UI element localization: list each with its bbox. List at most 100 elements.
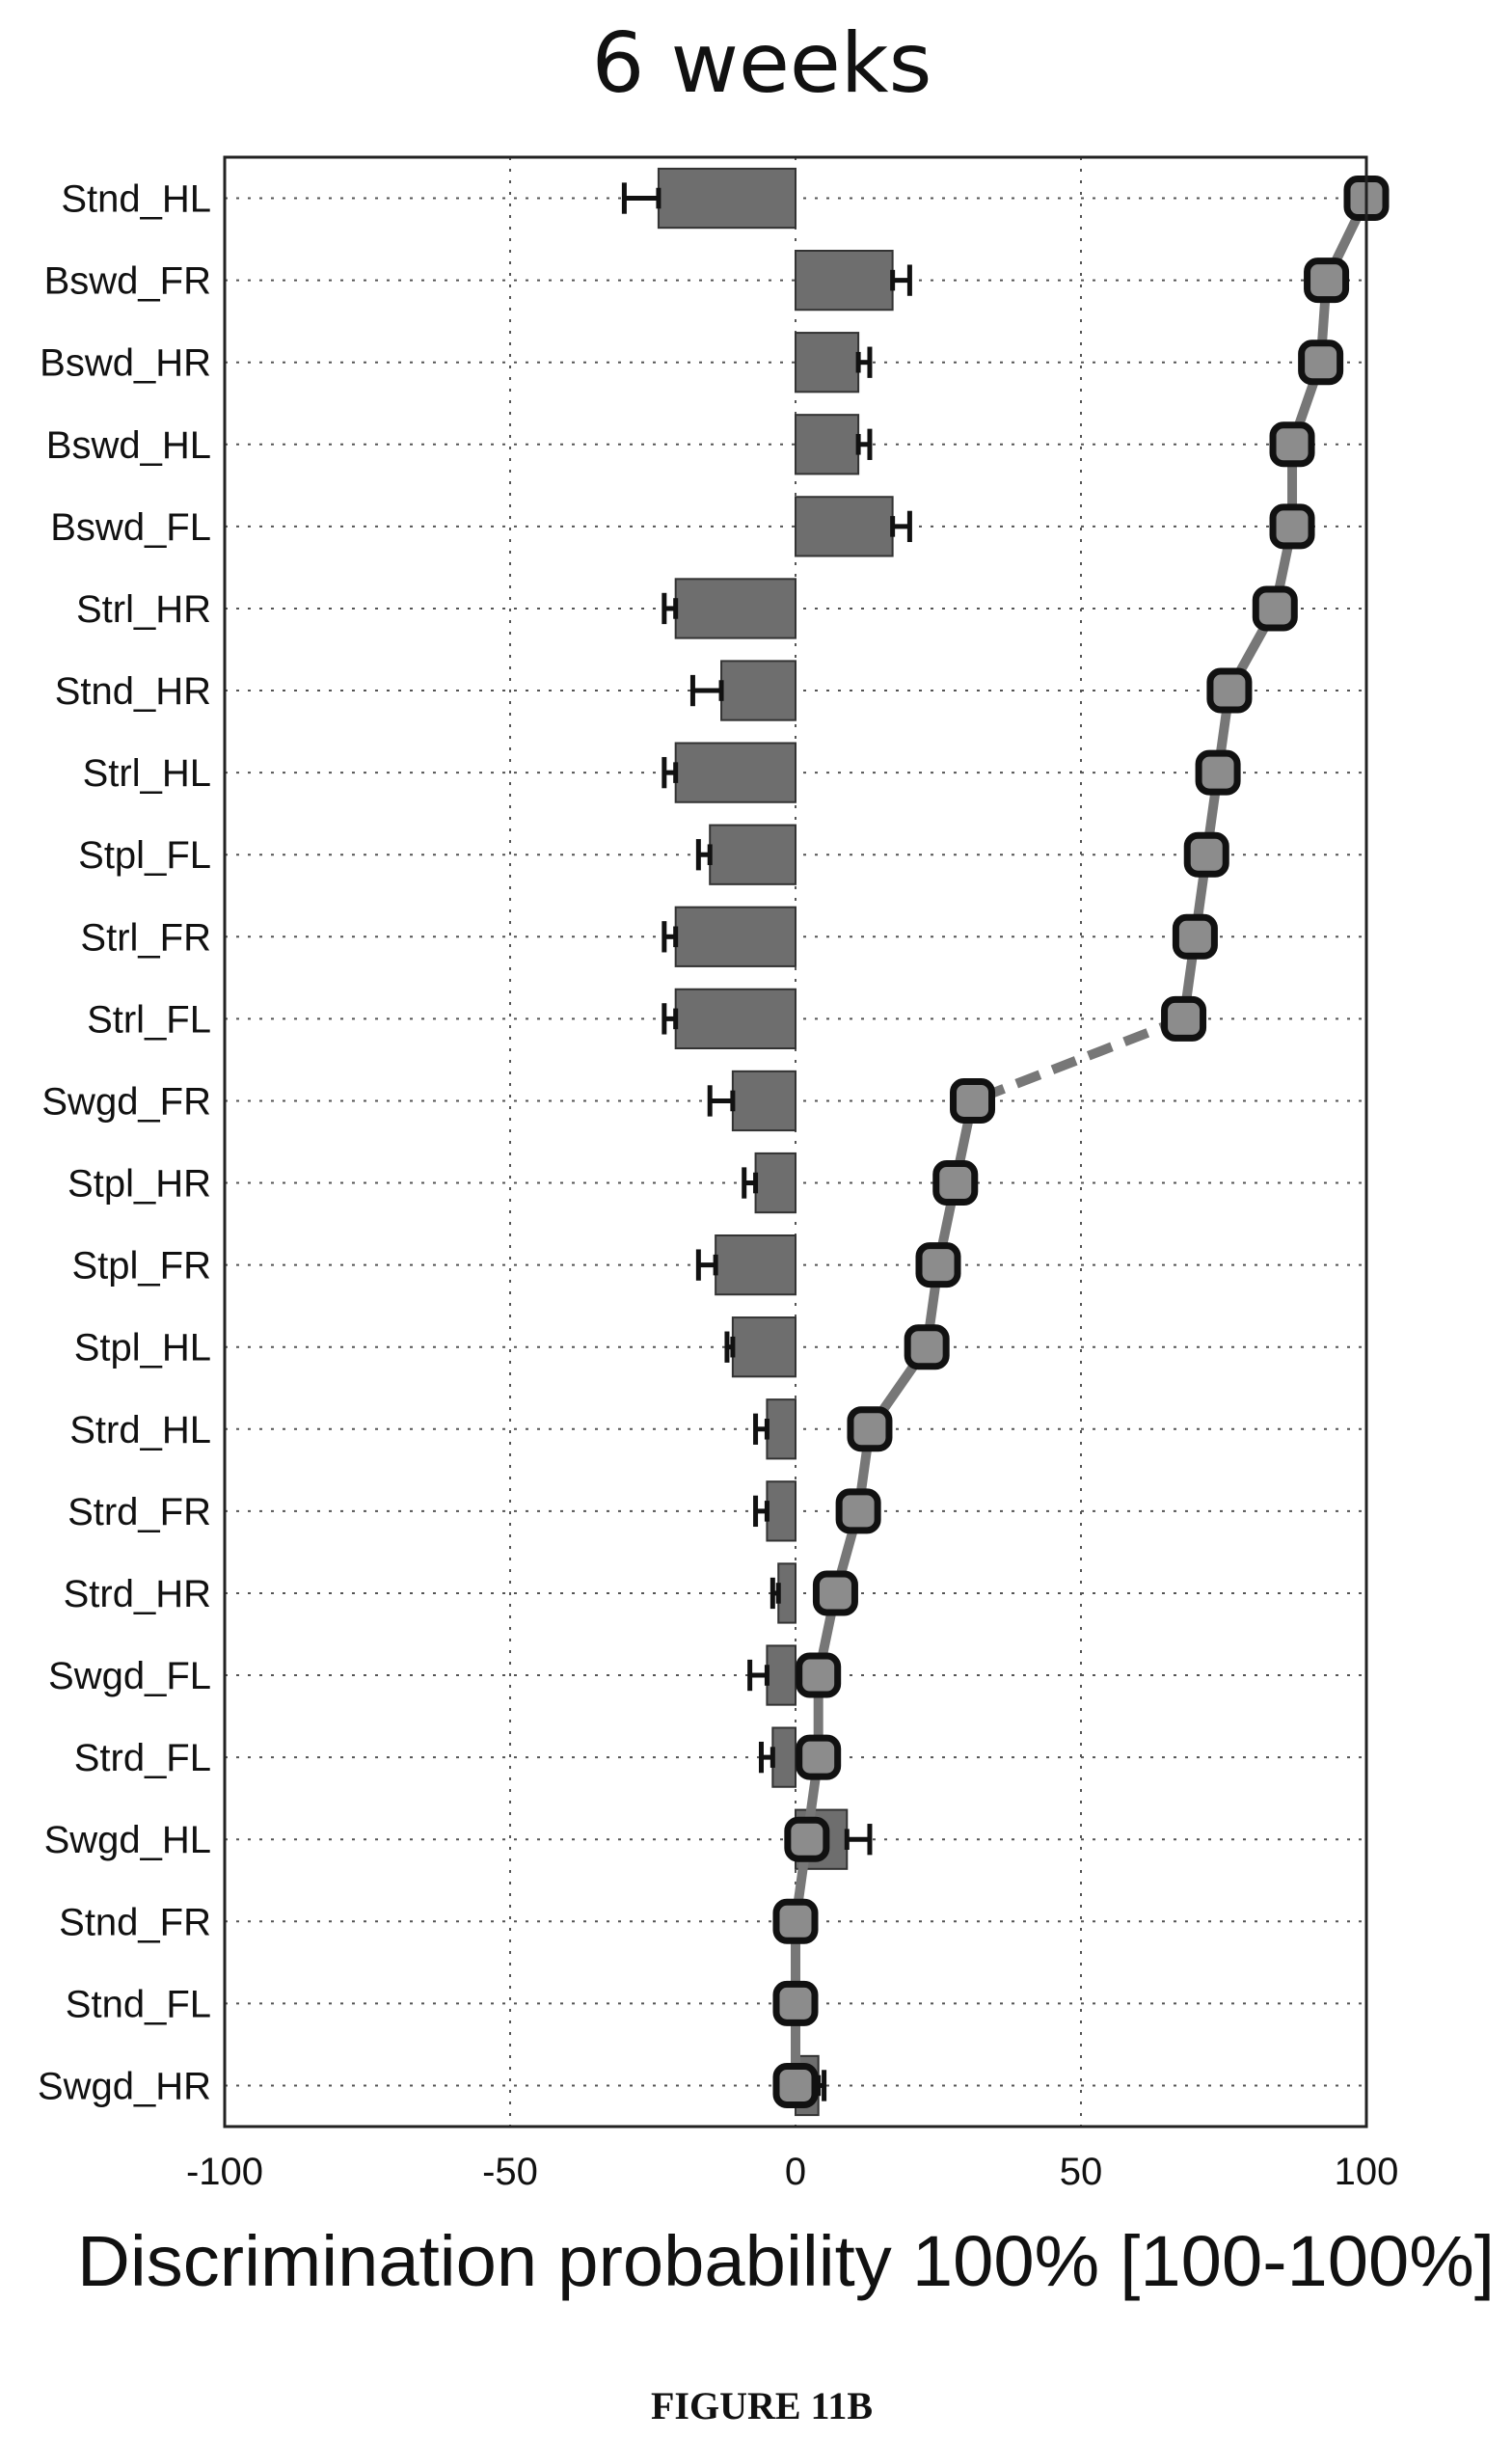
y-tick-Swgd_HR: Swgd_HR: [38, 2065, 211, 2107]
errorbar-Swgd_HL: [844, 1824, 873, 1856]
y-tick-labels: Stnd_HL Bswd_FR Bswd_HR Bswd_HL Bswd_FL Strl_…: [38, 178, 211, 2108]
y-tick-Swgd_HL: Swgd_HL: [44, 1819, 211, 1861]
y-tick-Stpl_HL: Stpl_HL: [74, 1327, 211, 1369]
y-tick-Strd_HL: Strd_HL: [69, 1409, 211, 1451]
errorbar-Stnd_HR: [689, 674, 724, 707]
y-tick-Strd_FR: Strd_FR: [68, 1491, 211, 1533]
y-tick-Bswd_HR: Bswd_HR: [40, 342, 211, 385]
errorbar-Strl_HL: [662, 756, 679, 789]
marker-Strl_FL: [1161, 995, 1207, 1042]
bar-Strd_HL: [766, 1398, 797, 1460]
bar-Strl_HR: [674, 578, 796, 639]
marker-Strl_HR: [1252, 585, 1298, 632]
bar-Stnd_HL: [657, 167, 796, 230]
marker-Strd_HR: [812, 1570, 858, 1616]
chart-title: 6 weeks: [592, 15, 932, 112]
errorbar-Bswd_HL: [855, 428, 873, 460]
x-tick-0: -100: [186, 2151, 263, 2193]
probability-markers: [772, 176, 1390, 2108]
error-bars: [621, 182, 912, 2101]
bar-Strl_HL: [674, 742, 796, 803]
marker-Stpl_FR: [915, 1242, 961, 1288]
y-tick-Strd_FL: Strd_FL: [74, 1737, 211, 1779]
x-tick-labels: -100 -50 0 50 100: [186, 2151, 1398, 2193]
plot-frame: [223, 155, 1368, 2128]
marker-Stnd_HR: [1206, 667, 1253, 714]
y-tick-Swgd_FL: Swgd_FL: [48, 1655, 211, 1697]
bar-Strl_FR: [674, 906, 796, 967]
errorbar-Bswd_FL: [890, 510, 912, 543]
x-tick-2: 0: [785, 2151, 806, 2193]
x-tick-3: 50: [1060, 2151, 1103, 2193]
y-tick-Bswd_FR: Bswd_FR: [44, 260, 211, 303]
marker-Stnd_FL: [772, 1980, 819, 2026]
bar-Strd_HR: [777, 1562, 796, 1624]
y-tick-Stpl_FL: Stpl_FL: [78, 834, 211, 877]
y-tick-Stnd_HL: Stnd_HL: [61, 178, 211, 221]
y-tick-Strl_FR: Strl_FR: [80, 916, 211, 959]
marker-Stpl_HL: [904, 1324, 950, 1370]
bar-Stpl_HL: [731, 1316, 797, 1378]
bar-Bswd_HL: [795, 414, 860, 475]
marker-Swgd_FL: [796, 1652, 842, 1698]
y-tick-Strl_HR: Strl_HR: [76, 588, 211, 631]
errorbar-Stnd_HL: [621, 182, 662, 214]
y-tick-Bswd_FL: Bswd_FL: [50, 506, 211, 549]
errorbar-Strd_HL: [753, 1413, 770, 1445]
bar-Bswd_HR: [795, 332, 860, 393]
x-tick-4: 100: [1335, 2151, 1399, 2193]
x-tick-1: -50: [482, 2151, 538, 2193]
y-tick-Stnd_HR: Stnd_HR: [55, 670, 211, 713]
errorbar-Stpl_FL: [695, 839, 713, 871]
errorbar-Swgd_FR: [707, 1085, 736, 1117]
y-tick-Stnd_FR: Stnd_FR: [59, 1901, 211, 1943]
marker-Bswd_HR: [1298, 339, 1344, 386]
errorbar-Strl_HR: [662, 592, 679, 625]
bar-Bswd_FL: [795, 496, 894, 557]
bar-Bswd_FR: [795, 249, 894, 312]
errorbar-Strl_FR: [662, 921, 679, 953]
marker-Strd_FR: [835, 1488, 881, 1534]
errorbar-Stpl_FR: [695, 1249, 718, 1281]
errorbar-Swgd_FL: [747, 1659, 770, 1692]
errorbar-Strd_HR: [770, 1577, 781, 1610]
bar-Stnd_HR: [720, 660, 796, 721]
marker-Stpl_FL: [1183, 831, 1229, 878]
y-tick-Stnd_FL: Stnd_FL: [66, 1983, 211, 2025]
errorbar-Strd_FL: [758, 1741, 775, 1774]
line-segment-10: [970, 1014, 1186, 1106]
y-tick-Swgd_FR: Swgd_FR: [41, 1080, 211, 1123]
y-tick-Stpl_FR: Stpl_FR: [72, 1245, 212, 1288]
bar-Stpl_HR: [754, 1152, 796, 1214]
marker-Bswd_FR: [1304, 258, 1350, 304]
y-tick-Bswd_HL: Bswd_HL: [46, 424, 211, 467]
y-tick-Stpl_HR: Stpl_HR: [68, 1163, 211, 1206]
errorbar-Bswd_HR: [855, 346, 873, 378]
bar-Swgd_FR: [731, 1070, 797, 1132]
bar-series: [657, 167, 894, 2117]
bar-Swgd_FL: [766, 1644, 797, 1706]
marker-Swgd_HL: [784, 1816, 830, 1862]
marker-Bswd_HL: [1269, 421, 1315, 468]
bar-Stpl_FR: [715, 1234, 796, 1296]
errorbar-Strl_FL: [662, 1003, 679, 1035]
marker-Strl_HL: [1195, 749, 1241, 796]
x-axis-label: Discrimination probability 100% [100-100…: [77, 2221, 1495, 2301]
marker-Stpl_HR: [932, 1160, 979, 1206]
errorbar-Strd_FR: [753, 1495, 770, 1528]
marker-Strl_FR: [1172, 913, 1218, 960]
marker-Swgd_HR: [772, 2062, 819, 2108]
errorbar-Stpl_HR: [742, 1167, 759, 1199]
y-tick-Strl_FL: Strl_FL: [87, 998, 211, 1041]
errorbar-Bswd_FR: [890, 264, 912, 296]
marker-Strd_FL: [796, 1734, 842, 1780]
figure-caption: FIGURE 11B: [651, 2384, 873, 2427]
errorbar-Stpl_HL: [724, 1331, 736, 1363]
marker-Swgd_FR: [950, 1077, 996, 1124]
bar-Stpl_FL: [709, 824, 797, 885]
errorbar-Swgd_HR: [816, 2070, 827, 2101]
bar-Strd_FR: [766, 1480, 797, 1542]
y-tick-Strl_HL: Strl_HL: [83, 752, 211, 795]
bar-Strl_FL: [674, 988, 796, 1050]
